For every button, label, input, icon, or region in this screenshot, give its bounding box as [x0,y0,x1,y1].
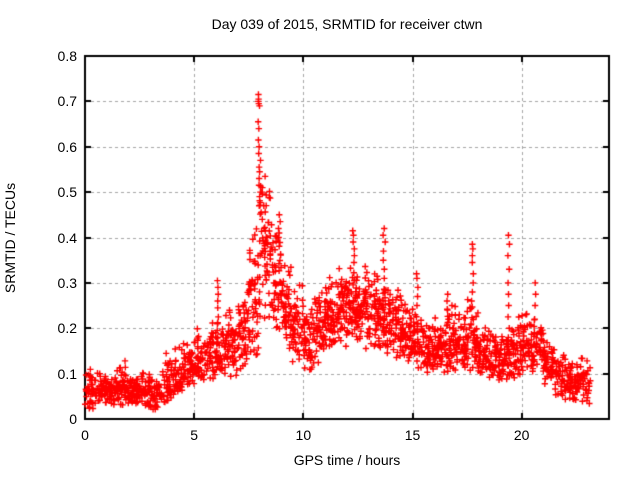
y-tick-label: 0.2 [57,320,77,337]
x-tick-label: 0 [81,427,89,443]
x-axis-label: GPS time / hours [293,452,401,468]
y-tick-label: 0.4 [57,229,77,246]
x-tick-label: 10 [295,427,312,443]
y-tick-label: 0.1 [57,365,77,382]
y-tick-label: 0.5 [57,184,77,201]
x-tick-label: 15 [404,427,421,443]
y-tick-label: 0.8 [57,48,77,64]
y-tick-label: 0.7 [57,93,77,110]
y-tick-label: 0 [69,411,77,427]
x-tick-label: 5 [190,427,199,443]
x-tick-label: 20 [513,427,530,443]
y-tick-label: 0.3 [57,274,77,291]
y-tick-label: 0.6 [57,138,77,155]
chart-title: Day 039 of 2015, SRMTID for receiver ctw… [211,16,483,32]
